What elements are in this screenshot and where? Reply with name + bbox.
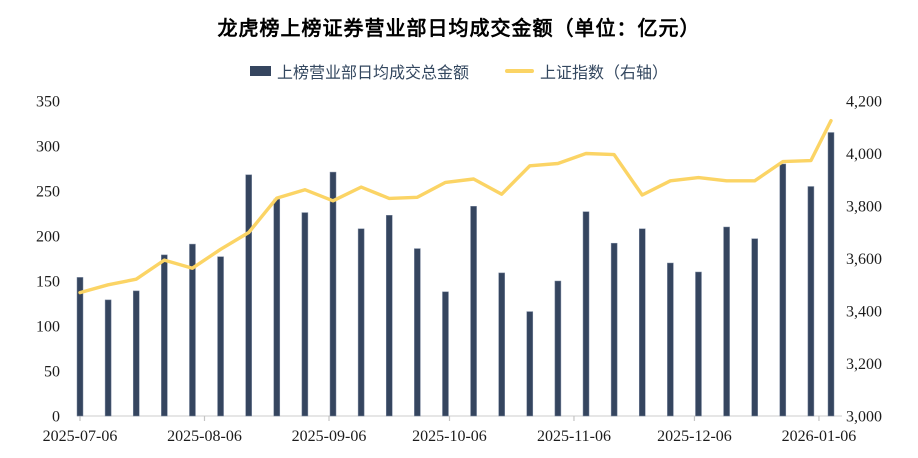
legend-bar-label: 上榜营业部日均成交总金额 xyxy=(276,65,469,82)
y-axis-left-label: 250 xyxy=(36,184,60,201)
bar-2025-08-24 xyxy=(273,198,281,417)
bar-2025-08-03 xyxy=(189,243,196,417)
y-axis-left-label: 100 xyxy=(36,319,60,336)
bar-2025-12-14 xyxy=(723,226,730,417)
bar-2025-11-16 xyxy=(610,242,618,417)
y-axis-left-label: 200 xyxy=(36,229,60,246)
bar-2025-11-02 xyxy=(554,280,562,417)
bar-2025-07-13 xyxy=(104,299,112,417)
y-axis-left-label: 0 xyxy=(52,409,60,426)
bar-2026-01-04 xyxy=(807,186,815,417)
y-axis-right-label: 3,200 xyxy=(846,356,882,373)
legend-item-line-series: 上证指数（右轴） xyxy=(505,59,668,83)
y-axis-left-label: 300 xyxy=(36,139,60,156)
chart-legend: 上榜营业部日均成交总金额 上证指数（右轴） xyxy=(0,59,918,83)
y-axis-right-label: 3,400 xyxy=(846,304,882,321)
x-axis-label: 2025-10-06 xyxy=(412,428,487,445)
bar-2025-09-14 xyxy=(357,228,365,417)
bar-2025-08-17 xyxy=(245,174,252,417)
bar-2025-07-06 xyxy=(76,277,84,417)
line-series-swatch-icon xyxy=(505,69,534,73)
x-axis-label: 2026-01-06 xyxy=(782,428,857,445)
bar-series-swatch-icon xyxy=(249,66,271,76)
y-axis-right-label: 3,800 xyxy=(846,199,882,216)
sse-index-line xyxy=(78,118,833,295)
bar-2025-09-28 xyxy=(414,248,421,417)
bar-2026-01-09 xyxy=(827,132,835,417)
chart-title: 龙虎榜上榜证券营业部日均成交金额（单位：亿元） xyxy=(217,18,701,40)
y-axis-left-label: 50 xyxy=(44,364,60,381)
bar-2025-07-27 xyxy=(161,254,168,417)
y-axis-right-label: 4,200 xyxy=(846,94,882,111)
bar-2025-08-31 xyxy=(301,212,309,417)
y-axis-right-label: 3,600 xyxy=(846,251,882,268)
bar-2025-12-21 xyxy=(751,238,758,417)
bar-2025-10-19 xyxy=(498,272,505,417)
x-axis-label: 2025-08-06 xyxy=(167,428,242,445)
bar-2025-10-12 xyxy=(470,206,477,417)
bar-2025-07-20 xyxy=(132,290,140,417)
bar-2025-08-10 xyxy=(217,256,224,417)
y-axis-left-label: 350 xyxy=(36,94,60,111)
bar-2025-11-30 xyxy=(667,262,674,417)
y-axis-right-label: 4,000 xyxy=(846,146,882,163)
y-axis-left-label: 150 xyxy=(36,274,60,291)
bar-2025-11-23 xyxy=(638,228,646,417)
bar-2025-12-28 xyxy=(779,163,787,417)
x-axis-label: 2025-12-06 xyxy=(657,428,732,445)
x-axis-label: 2025-11-06 xyxy=(537,428,611,445)
legend-line-label: 上证指数（右轴） xyxy=(540,65,669,82)
bar-2025-09-07 xyxy=(329,171,337,417)
bar-2025-10-26 xyxy=(526,311,534,417)
bar-2025-11-09 xyxy=(582,211,590,417)
x-axis-label: 2025-07-06 xyxy=(43,428,118,445)
legend-item-bar-series: 上榜营业部日均成交总金额 xyxy=(249,59,469,83)
bar-2025-09-21 xyxy=(385,215,393,417)
y-axis-right-label: 3,000 xyxy=(846,409,882,426)
x-axis-label: 2025-09-06 xyxy=(292,428,367,445)
bar-2025-10-05 xyxy=(442,291,449,417)
bar-2025-12-07 xyxy=(695,271,702,417)
